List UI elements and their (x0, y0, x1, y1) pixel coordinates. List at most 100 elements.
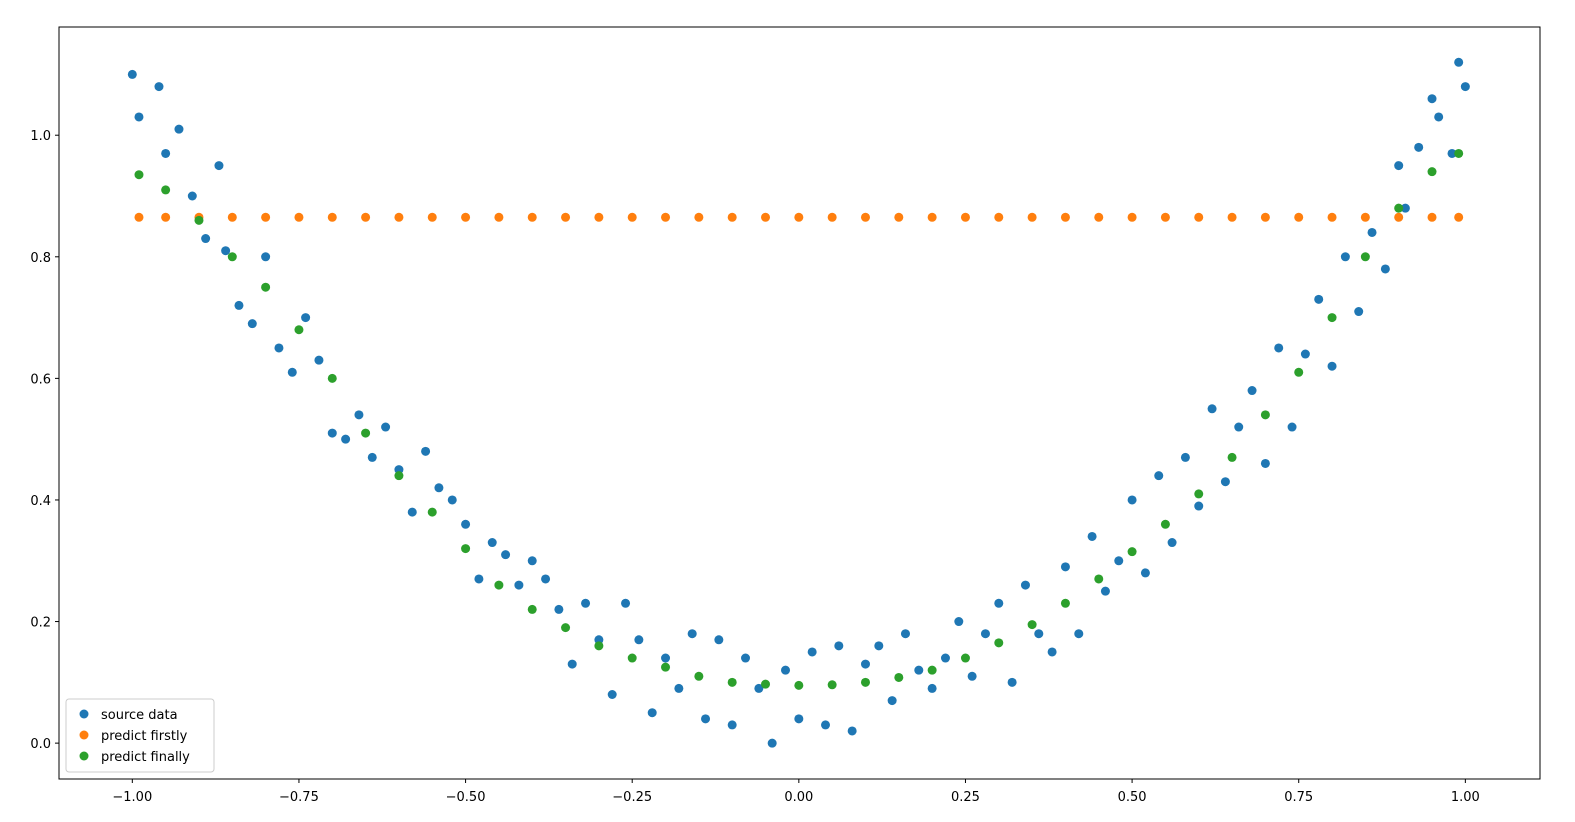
point (327, 428, 337, 438)
point (727, 677, 737, 687)
point (294, 325, 304, 335)
point (394, 471, 404, 481)
point (827, 680, 837, 690)
point (1027, 212, 1037, 222)
point (847, 726, 857, 736)
point (1194, 489, 1204, 499)
point (1260, 458, 1270, 468)
point (767, 738, 777, 748)
legend-marker (79, 751, 89, 761)
point (894, 672, 904, 682)
point (494, 580, 504, 590)
point (1354, 307, 1364, 317)
point (1094, 574, 1104, 584)
point (754, 683, 764, 693)
x-tick-label: 1.00 (1451, 790, 1480, 805)
point (1394, 203, 1404, 213)
point (1454, 57, 1464, 67)
x-tick-label: −0.50 (446, 790, 486, 805)
x-tick-label: 0.00 (784, 790, 813, 805)
point (1127, 547, 1137, 557)
point (514, 580, 524, 590)
point (687, 629, 697, 639)
point (827, 212, 837, 222)
point (994, 638, 1004, 648)
point (594, 641, 604, 651)
point (694, 671, 704, 681)
point (161, 212, 171, 222)
legend-marker (79, 709, 89, 719)
point (960, 212, 970, 222)
point (761, 679, 771, 689)
point (1160, 519, 1170, 529)
point (421, 446, 431, 456)
point (187, 191, 197, 201)
point (1360, 252, 1370, 262)
y-tick-label: 0.4 (30, 494, 51, 509)
point (1427, 94, 1437, 104)
point (154, 82, 164, 92)
x-tick-label: 0.75 (1284, 790, 1313, 805)
point (1220, 477, 1230, 487)
point (1400, 203, 1410, 213)
point (694, 212, 704, 222)
point (1060, 598, 1070, 608)
point (327, 373, 337, 383)
point (1434, 112, 1444, 122)
point (527, 604, 537, 614)
point (541, 574, 551, 584)
point (960, 653, 970, 663)
point (727, 212, 737, 222)
point (701, 714, 711, 724)
point (1340, 252, 1350, 262)
point (794, 714, 804, 724)
legend-label: predict finally (101, 750, 190, 765)
point (461, 212, 471, 222)
point (427, 212, 437, 222)
point (834, 641, 844, 651)
y-tick-label: 0.2 (30, 616, 51, 631)
point (594, 212, 604, 222)
point (227, 212, 237, 222)
point (1367, 227, 1377, 237)
point (1027, 620, 1037, 630)
point (227, 252, 237, 262)
point (174, 124, 184, 134)
point (527, 212, 537, 222)
point (887, 696, 897, 706)
point (1167, 538, 1177, 548)
point (394, 212, 404, 222)
point (261, 212, 271, 222)
point (914, 665, 924, 675)
x-tick-label: −0.25 (612, 790, 652, 805)
point (1260, 410, 1270, 420)
point (954, 617, 964, 627)
point (1460, 82, 1470, 92)
point (301, 313, 311, 323)
point (927, 683, 937, 693)
point (1274, 343, 1284, 353)
point (1294, 212, 1304, 222)
point (341, 434, 351, 444)
point (1234, 422, 1244, 432)
point (1427, 212, 1437, 222)
point (581, 598, 591, 608)
legend-marker (79, 730, 89, 740)
point (794, 212, 804, 222)
point (634, 635, 644, 645)
point (927, 665, 937, 675)
point (1194, 212, 1204, 222)
point (1227, 212, 1237, 222)
point (1454, 212, 1464, 222)
point (527, 556, 537, 566)
point (561, 212, 571, 222)
y-tick-label: 1.0 (30, 129, 51, 144)
point (1140, 568, 1150, 578)
point (940, 653, 950, 663)
point (1114, 556, 1124, 566)
point (1294, 367, 1304, 377)
point (794, 680, 804, 690)
x-tick-label: 0.50 (1118, 790, 1147, 805)
point (1100, 586, 1110, 596)
